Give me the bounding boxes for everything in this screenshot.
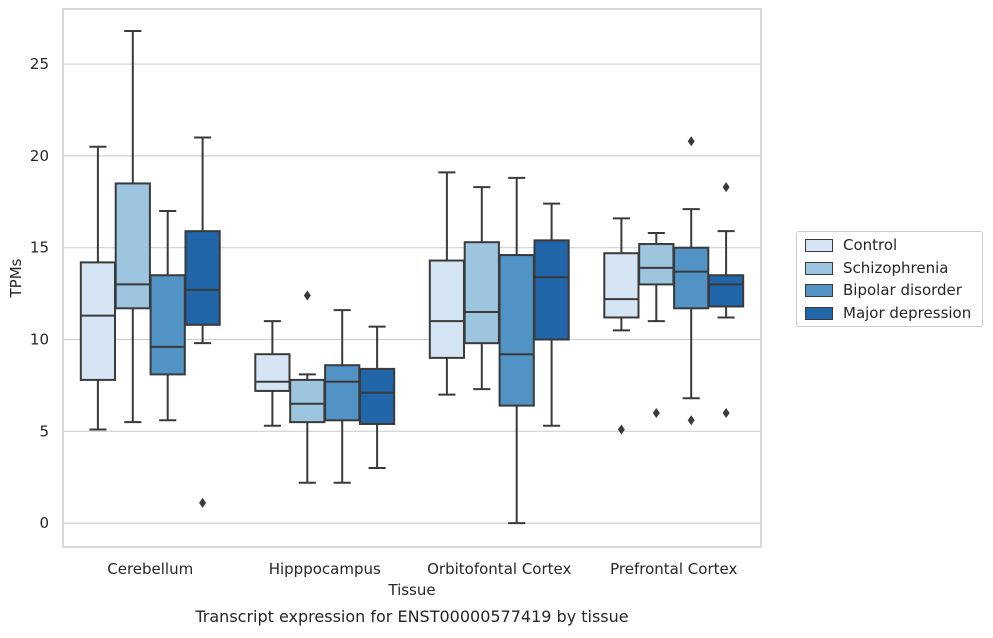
outlier-point [687, 136, 695, 147]
box-iqr [673, 246, 710, 310]
box-hipppocampus-bipolar-disorder [324, 309, 361, 484]
y-tick-label-0: 0 [39, 514, 49, 532]
x-tick-label-orbitofontal-cortex: Orbitofontal Cortex [427, 560, 571, 578]
y-tick-label-20: 20 [30, 147, 49, 165]
x-tick-labels: Cerebellum Hipppocampus Orbitofontal Corte… [107, 560, 737, 578]
box-prefrontal-cortex-schizophrenia [638, 232, 675, 418]
box-hipppocampus-control [254, 320, 291, 427]
outlier-point [303, 290, 311, 301]
box-iqr [498, 254, 535, 407]
box-iqr [324, 364, 361, 422]
legend-item-schizophrenia: Schizophrenia [805, 258, 948, 278]
x-tick-label-prefrontal-cortex: Prefrontal Cortex [610, 560, 737, 578]
y-axis-label: TPMs [7, 258, 25, 298]
legend-label-bipolar-disorder: Bipolar disorder [843, 281, 962, 299]
outlier-point [722, 182, 730, 193]
box-hipppocampus-major-depression [358, 325, 396, 470]
box-iqr [149, 274, 186, 376]
box-prefrontal-cortex-control [603, 217, 640, 435]
legend-item-control: Control [805, 235, 897, 255]
box-orbitofontal-cortex-control [428, 171, 466, 396]
box-orbitofontal-cortex-major-depression [533, 202, 570, 427]
box-iqr [114, 182, 151, 310]
box-iqr [428, 259, 466, 359]
outlier-point [199, 497, 207, 508]
x-axis-label: Tissue [387, 581, 435, 599]
legend-swatch-schizophrenia [805, 261, 833, 275]
legend-label-schizophrenia: Schizophrenia [843, 259, 949, 277]
box-orbitofontal-cortex-schizophrenia [463, 186, 500, 391]
legend: Control Schizophrenia Bipolar disorder M… [796, 231, 983, 327]
chart-title: Transcript expression for ENST0000057741… [194, 607, 628, 626]
legend-label-control: Control [843, 236, 898, 254]
y-tick-label-5: 5 [39, 422, 49, 440]
box-cerebellum-major-depression [184, 136, 221, 508]
outlier-point [687, 415, 695, 426]
box-iqr [603, 252, 640, 319]
legend-swatch-control [805, 238, 833, 252]
legend-item-bipolar-disorder: Bipolar disorder [805, 280, 962, 300]
legend-item-major-depression: Major depression [805, 303, 971, 323]
box-iqr [358, 367, 396, 425]
outlier-point [722, 407, 730, 418]
box-orbitofontal-cortex-bipolar-disorder [498, 176, 535, 525]
box-prefrontal-cortex-bipolar-disorder [673, 136, 710, 426]
box-cerebellum-control [79, 145, 117, 431]
box-cerebellum-schizophrenia [114, 30, 151, 424]
outlier-point [652, 407, 660, 418]
legend-swatch-bipolar-disorder [805, 283, 833, 297]
outlier-point [617, 424, 625, 435]
legend-swatch-major-depression [805, 306, 833, 320]
y-tick-label-15: 15 [30, 239, 49, 257]
legend-label-major-depression: Major depression [843, 304, 972, 322]
plot-frame [62, 8, 762, 548]
y-tick-label-25: 25 [30, 55, 49, 73]
boxes [79, 30, 745, 525]
box-iqr [79, 261, 117, 381]
box-iqr [463, 241, 500, 345]
box-cerebellum-bipolar-disorder [149, 209, 186, 422]
box-prefrontal-cortex-major-depression [707, 182, 745, 418]
box-iqr [638, 243, 675, 286]
y-tick-label-10: 10 [30, 331, 49, 349]
box-iqr [533, 239, 570, 341]
x-tick-label-hipppocampus: Hipppocampus [269, 560, 381, 578]
y-tick-labels: 0 5 10 15 20 25 [30, 55, 49, 532]
x-tick-label-cerebellum: Cerebellum [107, 560, 193, 578]
box-hipppocampus-schizophrenia [289, 290, 326, 484]
box-iqr [254, 353, 291, 392]
box-iqr [707, 274, 745, 308]
box-iqr [184, 230, 221, 326]
box-iqr [289, 378, 326, 424]
